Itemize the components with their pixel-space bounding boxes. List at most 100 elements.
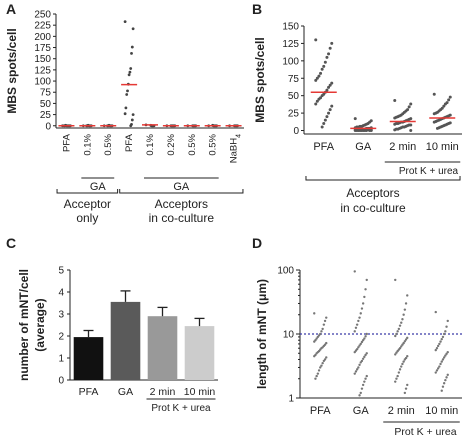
data-point-d (404, 302, 408, 305)
data-point-b (393, 128, 397, 132)
y-tick-label-d: 10 (283, 330, 295, 341)
y-tick-label-b: 75 (288, 74, 300, 85)
data-point-d (397, 371, 401, 374)
data-point-d (325, 356, 328, 359)
y-tick-label-a: 225 (34, 21, 51, 32)
data-point-b (314, 38, 318, 42)
data-point-d (446, 319, 449, 323)
data-point-d (319, 366, 322, 369)
data-point-d (358, 394, 361, 397)
data-point-d (442, 356, 446, 359)
data-point-b (315, 99, 319, 103)
data-point-d (363, 337, 366, 340)
bar-c (147, 316, 178, 380)
data-point-b (330, 41, 334, 45)
data-point-a (129, 67, 133, 70)
x-tick-label-a: PFA (124, 133, 135, 152)
data-point-d (361, 339, 365, 342)
data-point-d (406, 383, 409, 387)
data-point-b (317, 74, 321, 78)
x-tick-label-c: 10 min (184, 386, 216, 398)
data-point-d (323, 319, 327, 323)
data-point-d (403, 391, 407, 395)
data-point-d (403, 340, 407, 343)
data-point-d (397, 327, 401, 331)
y-axis-label-c-2: (average) (33, 298, 47, 351)
data-point-d (439, 340, 442, 343)
y-tick-label-a: 175 (34, 43, 51, 54)
data-point-d (357, 366, 360, 369)
data-point-a (126, 89, 129, 93)
y-axis-label-d: length of mNT (μm) (255, 279, 269, 389)
data-point-d (440, 337, 443, 341)
bottom-group-label-a: in co-culture (149, 211, 215, 225)
data-point-a (128, 70, 132, 74)
data-point-d (401, 318, 404, 321)
data-point-b (432, 92, 436, 96)
data-point-a (123, 20, 127, 23)
data-point-d (363, 355, 366, 359)
data-point-b (409, 102, 413, 106)
data-point-d (441, 358, 445, 361)
data-point-b (328, 46, 332, 50)
y-tick-label-b: 150 (282, 22, 299, 33)
y-tick-label-a: 0 (45, 121, 51, 132)
bottom-group-label-b: Acceptors (346, 186, 399, 200)
data-point-d (394, 334, 397, 338)
data-point-d (400, 365, 403, 368)
data-point-b (407, 105, 411, 109)
data-point-b (330, 104, 334, 108)
data-point-b (442, 104, 446, 108)
data-point-a (125, 93, 129, 96)
y-tick-label-a: 100 (34, 77, 51, 88)
data-point-d (444, 330, 447, 333)
y-tick-label-a: 75 (40, 88, 52, 99)
group-label-c: Prot K + urea (151, 403, 211, 414)
data-point-d (353, 330, 356, 333)
data-point-d (435, 369, 439, 372)
bottom-group-label-a: Acceptors (155, 197, 208, 211)
data-point-d (322, 323, 326, 326)
bracket-a (119, 189, 244, 194)
x-tick-label-d: PFA (310, 405, 331, 417)
data-point-d (353, 270, 356, 273)
data-point-b (322, 122, 326, 126)
data-point-b (314, 102, 318, 106)
bar-c (110, 301, 141, 380)
data-point-a (130, 51, 133, 55)
data-point-b (330, 81, 334, 85)
data-point-b (328, 83, 332, 87)
y-tick-label-b: 125 (282, 39, 299, 50)
data-point-d (360, 340, 364, 344)
data-point-b (443, 102, 447, 106)
x-tick-label-a: 0.5% (103, 133, 114, 155)
y-tick-label-d: 100 (277, 266, 294, 277)
data-point-d (394, 380, 397, 383)
data-point-d (402, 360, 405, 363)
x-tick-label-a: PFA (61, 133, 72, 152)
x-tick-label-a: NaBH4 (229, 134, 243, 163)
data-point-d (354, 326, 358, 329)
data-point-b (323, 60, 327, 64)
data-point-b (325, 88, 329, 92)
data-point-a (131, 113, 135, 116)
data-point-d (353, 372, 356, 375)
data-point-b (448, 95, 452, 99)
data-point-b (315, 76, 319, 80)
data-point-d (395, 332, 398, 336)
data-point-d (398, 368, 402, 371)
x-tick-label-a: 0.1% (145, 133, 156, 155)
data-point-d (321, 361, 324, 365)
data-point-d (316, 372, 320, 375)
data-point-d (395, 377, 398, 380)
data-point-b (393, 116, 397, 120)
data-point-a (130, 45, 134, 49)
y-axis-label-a: MBS spots/cell (5, 28, 19, 113)
data-point-d (364, 335, 367, 338)
data-point-d (320, 330, 323, 333)
data-point-d (438, 365, 441, 368)
data-point-d (365, 374, 368, 378)
data-point-d (363, 295, 366, 299)
data-point-d (355, 368, 359, 371)
